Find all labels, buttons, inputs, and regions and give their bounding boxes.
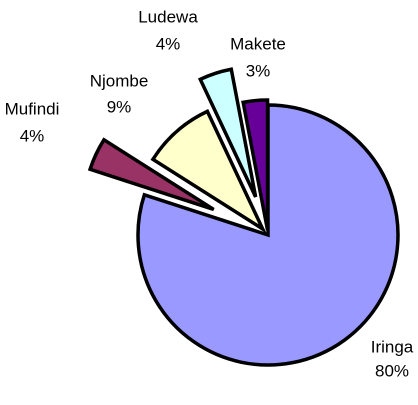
pie-slice: [150, 109, 267, 234]
slice-value-label: 9%: [107, 97, 132, 116]
slice-label: Makete: [230, 34, 286, 53]
pie-slice: [87, 137, 215, 212]
slice-value-label: 3%: [246, 61, 271, 80]
slice-value-label: 80%: [375, 361, 409, 380]
slice-label: Iringa: [371, 337, 414, 356]
slice-value-label: 4%: [156, 34, 181, 53]
slice-label: Mufindi: [5, 99, 60, 118]
slice-value-label: 4%: [20, 126, 45, 145]
pie-slice: [197, 67, 258, 198]
pie-slice: [241, 98, 270, 231]
slice-label: Ludewa: [138, 7, 198, 26]
slice-label: Njombe: [90, 71, 149, 90]
pie-slice: [136, 103, 400, 367]
